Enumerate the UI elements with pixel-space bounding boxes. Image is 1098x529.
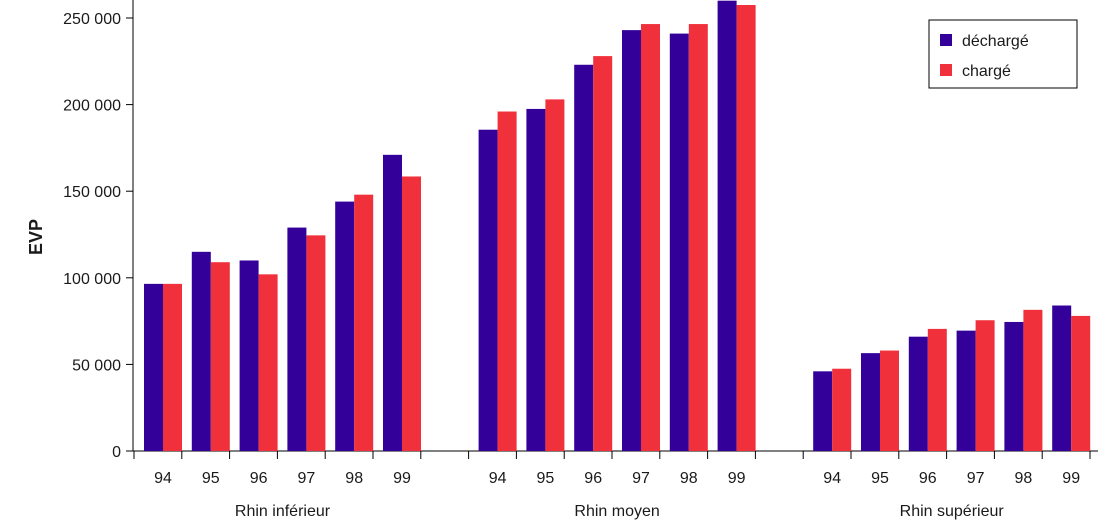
x-tick-label: 96	[584, 470, 602, 487]
x-tick-label: 98	[680, 470, 698, 487]
bar	[717, 0, 737, 452]
bar	[880, 350, 899, 451]
x-tick-label: 96	[250, 470, 268, 487]
bar	[813, 371, 833, 451]
legend-label-charge: chargé	[962, 63, 1011, 80]
bar	[239, 260, 259, 451]
bar	[736, 5, 756, 451]
group-label: Rhin inférieur	[235, 503, 331, 520]
bar	[956, 330, 976, 451]
group-label: Rhin moyen	[574, 503, 659, 520]
x-tick-label: 95	[202, 470, 220, 487]
legend-swatch-charge	[940, 64, 952, 76]
bar	[258, 274, 278, 451]
bar	[593, 56, 613, 451]
bar	[306, 235, 326, 451]
bar	[497, 111, 517, 451]
bar	[1052, 305, 1072, 451]
x-tick-label: 94	[154, 470, 172, 487]
bar	[1071, 315, 1091, 451]
group-label: Rhin supérieur	[900, 503, 1005, 520]
x-tick-label: 97	[632, 470, 650, 487]
bar	[861, 353, 880, 451]
bar	[478, 129, 498, 452]
x-tick-label: 99	[1062, 470, 1080, 487]
y-tick-label: 150 000	[63, 184, 121, 201]
x-tick-label: 95	[871, 470, 889, 487]
y-tick-label: 250 000	[63, 11, 121, 28]
x-tick-label: 95	[537, 470, 555, 487]
bar	[622, 30, 641, 452]
bar	[335, 201, 355, 451]
bars	[144, 0, 1091, 452]
bar	[832, 368, 852, 451]
bar	[574, 64, 594, 451]
bar	[688, 24, 708, 451]
legend-label-decharge: déchargé	[962, 33, 1029, 50]
x-tick-label: 99	[393, 470, 411, 487]
bar	[669, 33, 689, 451]
x-tick-label: 99	[728, 470, 746, 487]
y-tick-label: 50 000	[72, 357, 121, 374]
legend-box	[928, 19, 1078, 89]
bar	[383, 154, 402, 451]
y-tick-label: 200 000	[63, 98, 121, 115]
y-axis-label: EVP	[26, 219, 46, 255]
x-tick-label: 96	[919, 470, 937, 487]
bar	[908, 336, 928, 451]
bar	[526, 108, 546, 452]
bar	[287, 227, 307, 451]
bar	[210, 262, 230, 451]
legend-swatch-decharge	[940, 34, 952, 46]
bar	[927, 328, 947, 451]
y-tick-label: 0	[112, 444, 121, 461]
legend: déchargé chargé	[928, 19, 1078, 89]
bar	[163, 283, 182, 451]
bar	[402, 176, 421, 451]
bar	[1004, 321, 1024, 451]
bar	[641, 24, 660, 451]
x-tick-label: 94	[823, 470, 841, 487]
y-axis: 0 50 000 100 000 150 000 200 000 250 000	[63, 0, 134, 461]
bar	[975, 320, 995, 451]
x-tick-label: 98	[345, 470, 363, 487]
y-tick-label: 100 000	[63, 271, 121, 288]
x-tick-label: 94	[489, 470, 507, 487]
bar	[354, 194, 374, 451]
bar	[191, 251, 211, 451]
x-tick-label: 98	[1015, 470, 1033, 487]
x-tick-label: 97	[967, 470, 985, 487]
x-tick-label: 97	[298, 470, 316, 487]
x-axis: 94 95 96 97 98 99 Rhin inférieur 94 95 96 97 98 99 Rh…	[133, 450, 1098, 520]
bar	[1023, 309, 1043, 451]
bar	[144, 283, 163, 451]
bar	[545, 99, 565, 452]
